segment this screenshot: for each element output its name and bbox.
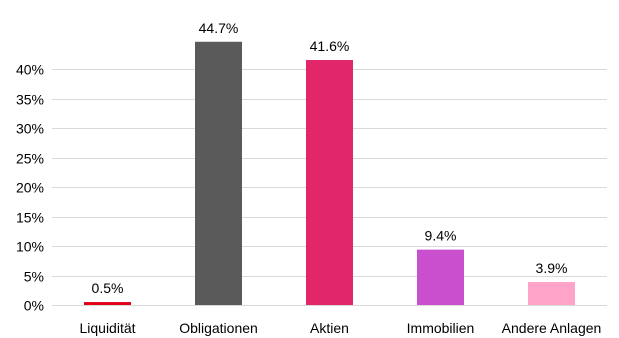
y-tick-label: 5%	[24, 269, 44, 285]
y-tick-label: 40%	[16, 62, 44, 78]
category-labels: Liquidität Obligationen Aktien Immobilien An…	[79, 320, 601, 336]
category-label: Liquidität	[79, 320, 135, 336]
y-axis-tick-labels: 0% 5% 10% 15% 20% 25% 30% 35% 40%	[16, 62, 44, 314]
y-tick-label: 0%	[24, 298, 44, 314]
y-tick-label: 25%	[16, 151, 44, 167]
data-labels: 0.5% 44.7% 41.6% 9.4% 3.9%	[92, 20, 568, 296]
category-label: Immobilien	[407, 320, 475, 336]
bar	[84, 302, 131, 305]
bar	[417, 249, 464, 305]
y-tick-label: 35%	[16, 92, 44, 108]
data-label: 3.9%	[536, 260, 568, 276]
y-tick-label: 10%	[16, 239, 44, 255]
data-label: 41.6%	[310, 38, 350, 54]
data-label: 44.7%	[199, 20, 239, 36]
bars	[84, 41, 575, 306]
category-label: Andere Anlagen	[502, 320, 602, 336]
category-label: Aktien	[310, 320, 349, 336]
y-tick-label: 20%	[16, 180, 44, 196]
bar	[195, 41, 242, 306]
bar	[528, 282, 575, 305]
y-tick-label: 30%	[16, 121, 44, 137]
y-tick-label: 15%	[16, 210, 44, 226]
category-label: Obligationen	[179, 320, 258, 336]
data-label: 0.5%	[92, 280, 124, 296]
data-label: 9.4%	[425, 228, 457, 244]
bar	[306, 60, 353, 306]
